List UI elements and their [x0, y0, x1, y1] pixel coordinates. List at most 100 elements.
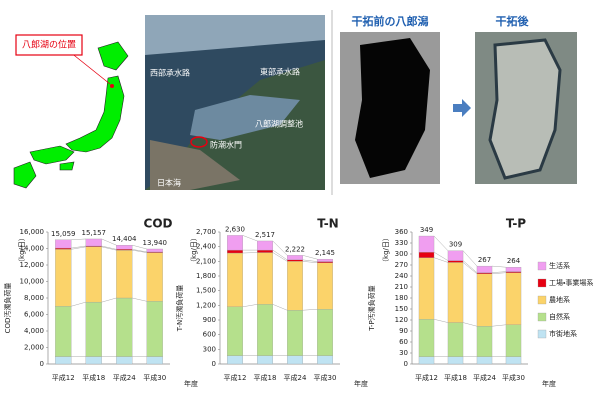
aerial-label: 日本海 [157, 178, 181, 188]
legend-swatch [537, 278, 547, 288]
connector [272, 240, 288, 256]
bar-segment [317, 309, 333, 356]
connector [272, 249, 288, 261]
x-tick-label: 平成12 [52, 373, 75, 382]
bar-segment [418, 356, 435, 365]
bar-segment [257, 252, 273, 305]
bar-segment [476, 265, 493, 273]
x-tick-label: 平成18 [444, 373, 467, 382]
bar-segment [55, 356, 72, 365]
legend-swatch [537, 295, 547, 305]
y-tick-label: 600 [203, 331, 216, 339]
y-axis-unit: （kg/日） [190, 234, 198, 266]
aerial-label: 東部承水路 [260, 67, 300, 77]
x-tick-label: 平成24 [473, 373, 496, 382]
bar-segment [55, 306, 72, 357]
connector [492, 272, 506, 275]
bar-segment [227, 355, 243, 365]
bar-segment [85, 356, 102, 365]
y-tick-label: 270 [395, 261, 408, 269]
connector [71, 246, 86, 250]
y-tick-label: 0 [40, 360, 44, 368]
total-label: 14,404 [112, 235, 137, 243]
legend-label: 市街地系 [549, 329, 577, 338]
total-label: 2,630 [225, 225, 245, 233]
y-tick-label: 1,200 [196, 301, 216, 309]
total-label: 2,517 [255, 231, 275, 239]
legend-swatch [537, 312, 547, 322]
bar-segment [447, 250, 464, 261]
total-label: 15,059 [51, 230, 76, 238]
x-tick-label: 平成12 [415, 373, 438, 382]
connector [302, 261, 318, 264]
connector [462, 262, 478, 274]
bar-segment [447, 262, 464, 323]
y-tick-label: 0 [404, 360, 408, 368]
bar-segment [85, 238, 102, 247]
bar-segment [287, 259, 303, 262]
total-label: 264 [507, 257, 521, 265]
satellite-label: 干拓前の八郎潟 [352, 14, 429, 28]
bar-segment [227, 249, 243, 254]
y-tick-label: 180 [395, 294, 408, 302]
total-label: 267 [478, 256, 491, 264]
bar-segment [418, 257, 435, 320]
connector [302, 308, 318, 311]
y-axis-label: T-P汚濁負荷量 [367, 285, 376, 331]
connector [71, 238, 86, 241]
y-tick-label: 120 [395, 316, 408, 324]
bar-segment [505, 324, 522, 357]
y-tick-label: 0 [212, 360, 216, 368]
arrow [453, 99, 471, 117]
legend-label: 自然系 [549, 312, 570, 321]
y-tick-label: 360 [395, 228, 408, 236]
aerial-label: 西部承水路 [150, 68, 190, 78]
legend-swatch [537, 261, 547, 271]
x-tick-label: 平成30 [314, 373, 337, 382]
y-tick-label: 300 [395, 250, 408, 258]
bar-segment [85, 246, 102, 303]
bar-segment [116, 297, 133, 357]
y-tick-label: 6,000 [24, 311, 44, 319]
x-axis-label: 年度 [354, 379, 368, 388]
bar-segment [418, 235, 435, 253]
y-tick-label: 8,000 [24, 294, 44, 302]
total-label: 15,157 [82, 229, 107, 237]
x-tick-label: 平成24 [284, 373, 307, 382]
connector [302, 255, 318, 260]
connector [433, 257, 449, 263]
connector [71, 245, 86, 249]
bar-segment [146, 248, 163, 253]
connector [433, 235, 449, 251]
bar-segment [227, 235, 243, 251]
connector [462, 260, 478, 273]
bar-segment [505, 267, 522, 272]
connector [242, 235, 258, 242]
bar-segment [447, 322, 464, 357]
y-tick-label: 900 [203, 316, 216, 324]
y-axis-label: COD汚濁負荷量 [3, 283, 12, 334]
y-tick-label: 150 [395, 305, 408, 313]
x-tick-label: 平成18 [254, 373, 277, 382]
bar-segment [317, 261, 333, 263]
bar-segment [476, 273, 493, 327]
x-axis-label: 年度 [184, 379, 198, 388]
bar-segment [287, 355, 303, 365]
satellite: 干拓前の八郎潟 干拓後 [340, 14, 577, 184]
y-tick-label: 2,100 [196, 257, 216, 265]
y-tick-label: 240 [395, 272, 408, 280]
legend-label: 工場・事業場系 [549, 278, 593, 287]
connector [492, 271, 506, 273]
x-tick-label: 平成12 [224, 373, 247, 382]
bar-segment [287, 310, 303, 356]
bar-segment [227, 306, 243, 356]
connector [101, 245, 117, 250]
bar-segment [146, 301, 163, 357]
chart-title: T-P [506, 217, 526, 231]
connector [101, 246, 117, 251]
y-tick-label: 1,500 [196, 287, 216, 295]
bar-segment [476, 326, 493, 357]
bar-segment [116, 356, 133, 365]
y-tick-label: 1,800 [196, 272, 216, 280]
x-tick-label: 平成18 [82, 373, 105, 382]
